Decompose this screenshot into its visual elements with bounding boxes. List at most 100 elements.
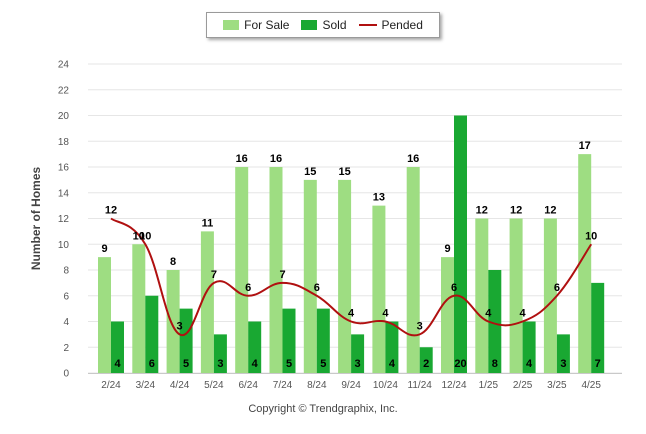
data-label-sold: 5 [183, 358, 189, 370]
x-tick-label: 4/24 [170, 380, 190, 391]
bar-sold [282, 308, 296, 373]
x-tick-label: 4/25 [581, 380, 601, 391]
data-label-pended: 6 [451, 282, 457, 294]
data-label-sold: 4 [252, 358, 259, 370]
bar-sold [111, 321, 124, 373]
x-tick-label: 1/25 [479, 380, 499, 391]
data-label-for-sale: 11 [202, 217, 214, 229]
x-tick-label: 8/24 [307, 380, 327, 391]
bar-sold [591, 282, 605, 373]
y-tick-label: 14 [58, 188, 70, 199]
bar-for-sale [269, 167, 283, 373]
bar-sold [248, 321, 262, 373]
bar-for-sale [372, 205, 386, 373]
data-label-pended: 7 [279, 269, 285, 281]
x-tick-label: 2/24 [101, 380, 121, 391]
legend-item-pended[interactable]: Pended [358, 18, 423, 32]
legend-item-for-sale[interactable]: For Sale [223, 18, 289, 32]
data-label-pended: 4 [485, 308, 492, 320]
data-label-pended: 10 [585, 230, 597, 242]
data-label-sold: 5 [286, 358, 292, 370]
bar-sold [522, 321, 536, 373]
x-tick-label: 6/24 [238, 380, 258, 391]
data-label-pended: 6 [245, 282, 251, 294]
data-label-for-sale: 12 [510, 205, 522, 217]
data-label-sold: 3 [217, 358, 223, 370]
data-label-for-sale: 12 [544, 205, 556, 217]
legend: For Sale Sold Pended [206, 12, 440, 38]
bar-for-sale [543, 218, 557, 373]
legend-item-sold[interactable]: Sold [301, 18, 347, 32]
data-label-for-sale: 9 [101, 243, 107, 255]
data-label-pended: 4 [520, 308, 527, 320]
bar-sold [419, 347, 433, 373]
data-label-for-sale: 16 [236, 153, 248, 165]
data-label-sold: 7 [595, 358, 601, 370]
copyright-text: Copyright © Trendgraphix, Inc. [248, 403, 398, 415]
x-tick-label: 2/25 [513, 380, 533, 391]
data-label-pended: 10 [139, 230, 151, 242]
data-label-sold: 4 [526, 358, 533, 370]
y-tick-label: 12 [58, 214, 70, 225]
data-label-sold: 20 [454, 358, 466, 370]
bar-for-sale [475, 218, 489, 373]
data-label-pended: 3 [177, 320, 183, 332]
y-tick-label: 22 [58, 85, 70, 96]
data-label-sold: 6 [149, 358, 155, 370]
y-tick-label: 8 [63, 266, 69, 277]
data-label-sold: 4 [389, 358, 396, 370]
data-label-for-sale: 15 [304, 166, 316, 178]
bar-for-sale [132, 244, 146, 373]
x-tick-label: 9/24 [341, 380, 361, 391]
bar-sold [316, 308, 330, 373]
data-label-for-sale: 16 [270, 153, 282, 165]
data-label-for-sale: 9 [444, 243, 450, 255]
data-label-for-sale: 8 [170, 256, 176, 268]
data-label-for-sale: 16 [407, 153, 419, 165]
data-label-sold: 3 [560, 358, 566, 370]
data-label-pended: 4 [348, 308, 355, 320]
legend-label-sold: Sold [322, 18, 347, 32]
bar-for-sale [406, 167, 420, 373]
bar-sold [488, 270, 502, 373]
y-tick-label: 16 [58, 163, 70, 174]
bar-for-sale [98, 257, 111, 373]
legend-label-pended: Pended [381, 18, 423, 32]
data-label-sold: 3 [355, 358, 361, 370]
data-label-pended: 7 [211, 269, 217, 281]
bar-sold [213, 334, 227, 373]
y-tick-label: 24 [58, 60, 70, 71]
bar-for-sale [200, 231, 214, 373]
bar-sold [145, 295, 159, 373]
legend-label-for-sale: For Sale [244, 18, 290, 32]
x-tick-label: 5/24 [204, 380, 224, 391]
data-label-for-sale: 13 [373, 192, 385, 204]
y-tick-label: 18 [58, 137, 70, 148]
data-label-pended: 6 [314, 282, 320, 294]
data-label-for-sale: 17 [579, 140, 591, 152]
y-tick-label: 2 [63, 343, 69, 354]
pended-line [110, 217, 593, 337]
bar-for-sale [338, 179, 352, 373]
sold-swatch-icon [301, 20, 318, 30]
bar-sold [351, 334, 365, 373]
data-label-sold: 8 [492, 358, 498, 370]
y-axis-title: Number of Homes [29, 167, 43, 271]
bar-for-sale [166, 270, 180, 373]
bar-for-sale [235, 167, 249, 373]
data-label-for-sale: 10 [133, 230, 145, 242]
bar-for-sale [578, 154, 592, 373]
data-label-sold: 5 [320, 358, 326, 370]
data-label-sold: 2 [423, 358, 429, 370]
pended-line-swatch-icon [358, 24, 377, 26]
data-label-pended: 12 [105, 205, 117, 217]
data-label-pended: 4 [382, 308, 389, 320]
y-tick-label: 0 [63, 369, 69, 380]
data-label-sold: 4 [114, 358, 121, 370]
data-label-pended: 6 [554, 282, 560, 294]
y-tick-label: 4 [63, 317, 69, 328]
bar-sold [454, 115, 467, 373]
x-tick-label: 3/25 [547, 380, 567, 391]
data-label-pended: 3 [417, 320, 423, 332]
